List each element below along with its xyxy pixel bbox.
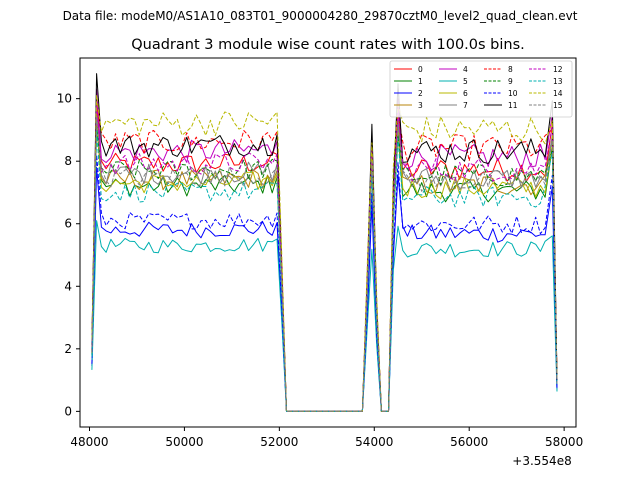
legend-label-11: 11 xyxy=(508,101,518,110)
y-tick-label: 2 xyxy=(64,342,72,356)
x-tick-label: 48000 xyxy=(70,435,108,449)
legend-label-15: 15 xyxy=(553,101,563,110)
y-tick-label: 4 xyxy=(64,279,72,293)
legend-label-2: 2 xyxy=(418,89,423,98)
y-tick-label: 10 xyxy=(57,92,72,106)
legend-label-1: 1 xyxy=(418,77,423,86)
x-tick-label: 52000 xyxy=(260,435,298,449)
series-line-14 xyxy=(91,95,558,412)
series-line-13 xyxy=(91,129,558,412)
x-tick-label: 58000 xyxy=(545,435,583,449)
legend-label-7: 7 xyxy=(463,101,468,110)
legend-label-12: 12 xyxy=(553,65,563,74)
legend-label-0: 0 xyxy=(418,65,423,74)
legend-box xyxy=(389,60,573,118)
legend-label-13: 13 xyxy=(553,77,563,86)
plot-area: 48000 50000 52000 54000 56000 580000246810012… xyxy=(57,57,583,449)
legend-label-8: 8 xyxy=(508,65,513,74)
x-offset-label: +3.554e8 xyxy=(512,454,571,468)
legend-label-4: 4 xyxy=(463,65,468,74)
legend-label-14: 14 xyxy=(553,89,563,98)
series-lines xyxy=(91,73,558,412)
y-tick-label: 8 xyxy=(64,154,72,168)
data-file-header: Data file: modeM0/AS1A10_083T01_90000042… xyxy=(63,9,578,23)
legend-label-9: 9 xyxy=(508,77,513,86)
axes-frame xyxy=(79,57,577,428)
legend-label-3: 3 xyxy=(418,101,423,110)
legend-label-6: 6 xyxy=(463,89,468,98)
chart-title: Quadrant 3 module wise count rates with … xyxy=(131,37,525,53)
x-tick-label: 54000 xyxy=(355,435,393,449)
legend-label-5: 5 xyxy=(463,77,468,86)
x-tick-label: 50000 xyxy=(165,435,203,449)
legend-label-10: 10 xyxy=(508,89,518,98)
y-tick-label: 6 xyxy=(64,217,72,231)
x-tick-label: 56000 xyxy=(450,435,488,449)
y-tick-label: 0 xyxy=(64,404,72,418)
series-line-15 xyxy=(91,116,558,412)
